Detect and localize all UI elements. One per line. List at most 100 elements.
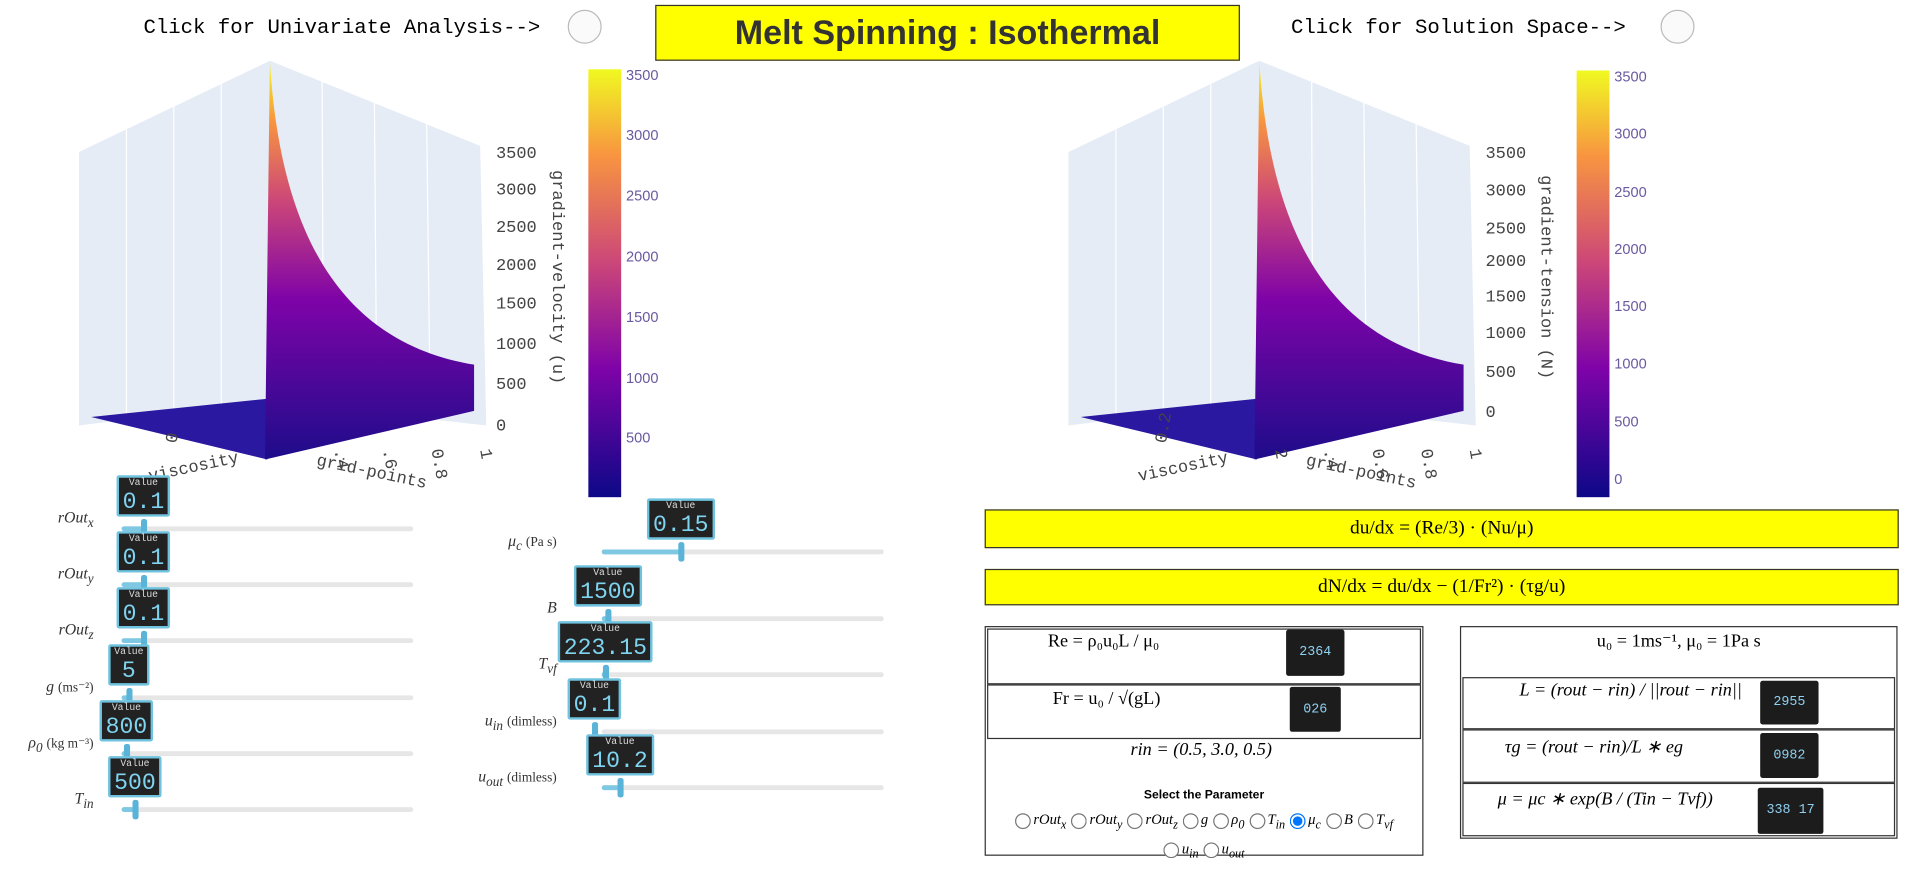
slider-value: 0.1	[122, 544, 165, 572]
y-tick-label: 0.8	[426, 448, 450, 481]
symbol: rOut	[57, 564, 88, 583]
symbol: g	[46, 677, 55, 696]
subscript: in	[1189, 848, 1199, 862]
radio-option[interactable]: g	[1182, 808, 1208, 831]
formula: Fr = u₀ / √(gL)	[1052, 689, 1161, 709]
slider-handle[interactable]	[141, 574, 148, 595]
value-caption: Value	[605, 736, 635, 748]
z-tick-label: 2000	[496, 257, 537, 276]
radio-button[interactable]	[1163, 842, 1180, 859]
colorbar-tick-label: 3500	[1614, 69, 1646, 85]
symbol: u	[484, 711, 493, 730]
solution-button[interactable]	[1660, 9, 1695, 44]
radio-button[interactable]	[1127, 812, 1144, 829]
z-tick-label: 3500	[1485, 145, 1526, 164]
subscript: z	[1173, 818, 1178, 832]
symbol: T	[1376, 810, 1385, 828]
subscript: vf	[1384, 818, 1393, 832]
symbol: rOut	[57, 508, 88, 527]
radio-option[interactable]: uin	[1163, 838, 1199, 866]
radio-option[interactable]: μc	[1289, 808, 1321, 836]
subscript: x	[1060, 818, 1067, 832]
slider-handle[interactable]	[605, 609, 612, 629]
value-box: Value 0.1	[116, 587, 171, 629]
slider-label: rOuty	[58, 564, 94, 587]
slider-track	[121, 695, 414, 701]
solution-label: Click for Solution Space-->	[1290, 17, 1626, 41]
colorbar-tick-label: 3500	[626, 68, 658, 84]
radio-button[interactable]	[1289, 812, 1306, 829]
equation: dN/dx = du/dx − (1/Fr²) · (τg/u)	[984, 568, 1899, 606]
radio-option[interactable]: rOutz	[1127, 808, 1178, 836]
z-tick-label: 500	[1485, 364, 1516, 383]
slider-handle[interactable]	[141, 630, 148, 651]
slider-handle[interactable]	[678, 542, 685, 562]
radio-option[interactable]: Tvf	[1357, 808, 1393, 836]
radio-button[interactable]	[1203, 842, 1220, 859]
radio-option[interactable]: B	[1325, 808, 1353, 831]
value-caption: Value	[111, 702, 142, 714]
page-title: Melt Spinning : Isothermal	[655, 4, 1240, 61]
select-label: Select the Parameter	[1143, 788, 1265, 803]
slider-value: 0.1	[122, 488, 165, 516]
symbol: μ	[1308, 810, 1316, 828]
univariate-label: Click for Univariate Analysis-->	[143, 17, 541, 41]
right-panel	[1459, 626, 1898, 839]
subscript: y	[1117, 818, 1123, 832]
value-box: Value 0.15	[646, 498, 715, 540]
subscript: c	[1315, 818, 1321, 832]
formula: μ = μc ∗ exp(B / (Tin − Tvf))	[1497, 790, 1713, 810]
y-tick-label: 1	[474, 448, 494, 461]
slider-handle[interactable]	[141, 519, 148, 539]
slider-value: 0.1	[573, 691, 616, 719]
radio-button[interactable]	[1249, 812, 1266, 829]
surface	[265, 60, 475, 460]
unit: (kg m⁻³)	[46, 736, 94, 752]
slider-handle[interactable]	[132, 799, 139, 820]
slider-value: 800	[105, 713, 148, 741]
value-caption: Value	[579, 680, 610, 692]
symbol: μ	[508, 531, 517, 550]
radio-button[interactable]	[1325, 812, 1342, 829]
slider-fill	[121, 638, 144, 644]
slider-handle[interactable]	[617, 777, 624, 798]
slider-fill	[601, 549, 681, 555]
symbol: T	[1267, 810, 1276, 828]
surface	[1254, 60, 1464, 460]
colorbar-tick-label: 2500	[626, 189, 658, 205]
formula: Re = ρ₀u₀L / μ₀	[1047, 632, 1160, 652]
univariate-button[interactable]	[567, 9, 602, 44]
radio-button[interactable]	[1182, 812, 1199, 829]
radio-button[interactable]	[1015, 812, 1031, 829]
readout: 2955	[1760, 680, 1819, 725]
radio-button[interactable]	[1213, 812, 1229, 829]
radio-group: rOutx rOuty rOutz g ρ0 Tin μc B Tvf uin uout	[987, 807, 1421, 866]
slider-handle[interactable]	[602, 664, 610, 685]
radio-option[interactable]: rOuty	[1071, 808, 1122, 836]
formula: τg = (rout − rin)/L ∗ eg	[1504, 737, 1684, 758]
unit: (dimless)	[506, 714, 557, 730]
value-box: Value 223.15	[557, 621, 654, 663]
z-tick-label: 1500	[1485, 288, 1526, 307]
slider-handle[interactable]	[123, 743, 131, 764]
radio-option[interactable]: Tin	[1249, 808, 1285, 836]
z-tick-label: 1500	[496, 296, 537, 315]
slider-handle[interactable]	[591, 722, 599, 742]
colorbar	[588, 69, 622, 498]
value-caption: Value	[128, 477, 159, 489]
radio-option[interactable]: rOutx	[1015, 808, 1066, 836]
slider-label: μc (Pa s)	[508, 531, 557, 554]
y-tick-label: 2	[1269, 448, 1289, 461]
radio-button[interactable]	[1071, 812, 1088, 829]
slider-fill	[121, 751, 127, 757]
slider-fill	[121, 582, 144, 588]
radio-button[interactable]	[1357, 812, 1374, 829]
radio-option[interactable]: uout	[1203, 838, 1245, 866]
radio-option[interactable]: ρ0	[1213, 808, 1244, 836]
slider-handle[interactable]	[126, 688, 133, 708]
z-tick-label: 3000	[1485, 183, 1526, 202]
slider-value: 1500	[580, 578, 636, 606]
slider-fill	[601, 785, 620, 791]
